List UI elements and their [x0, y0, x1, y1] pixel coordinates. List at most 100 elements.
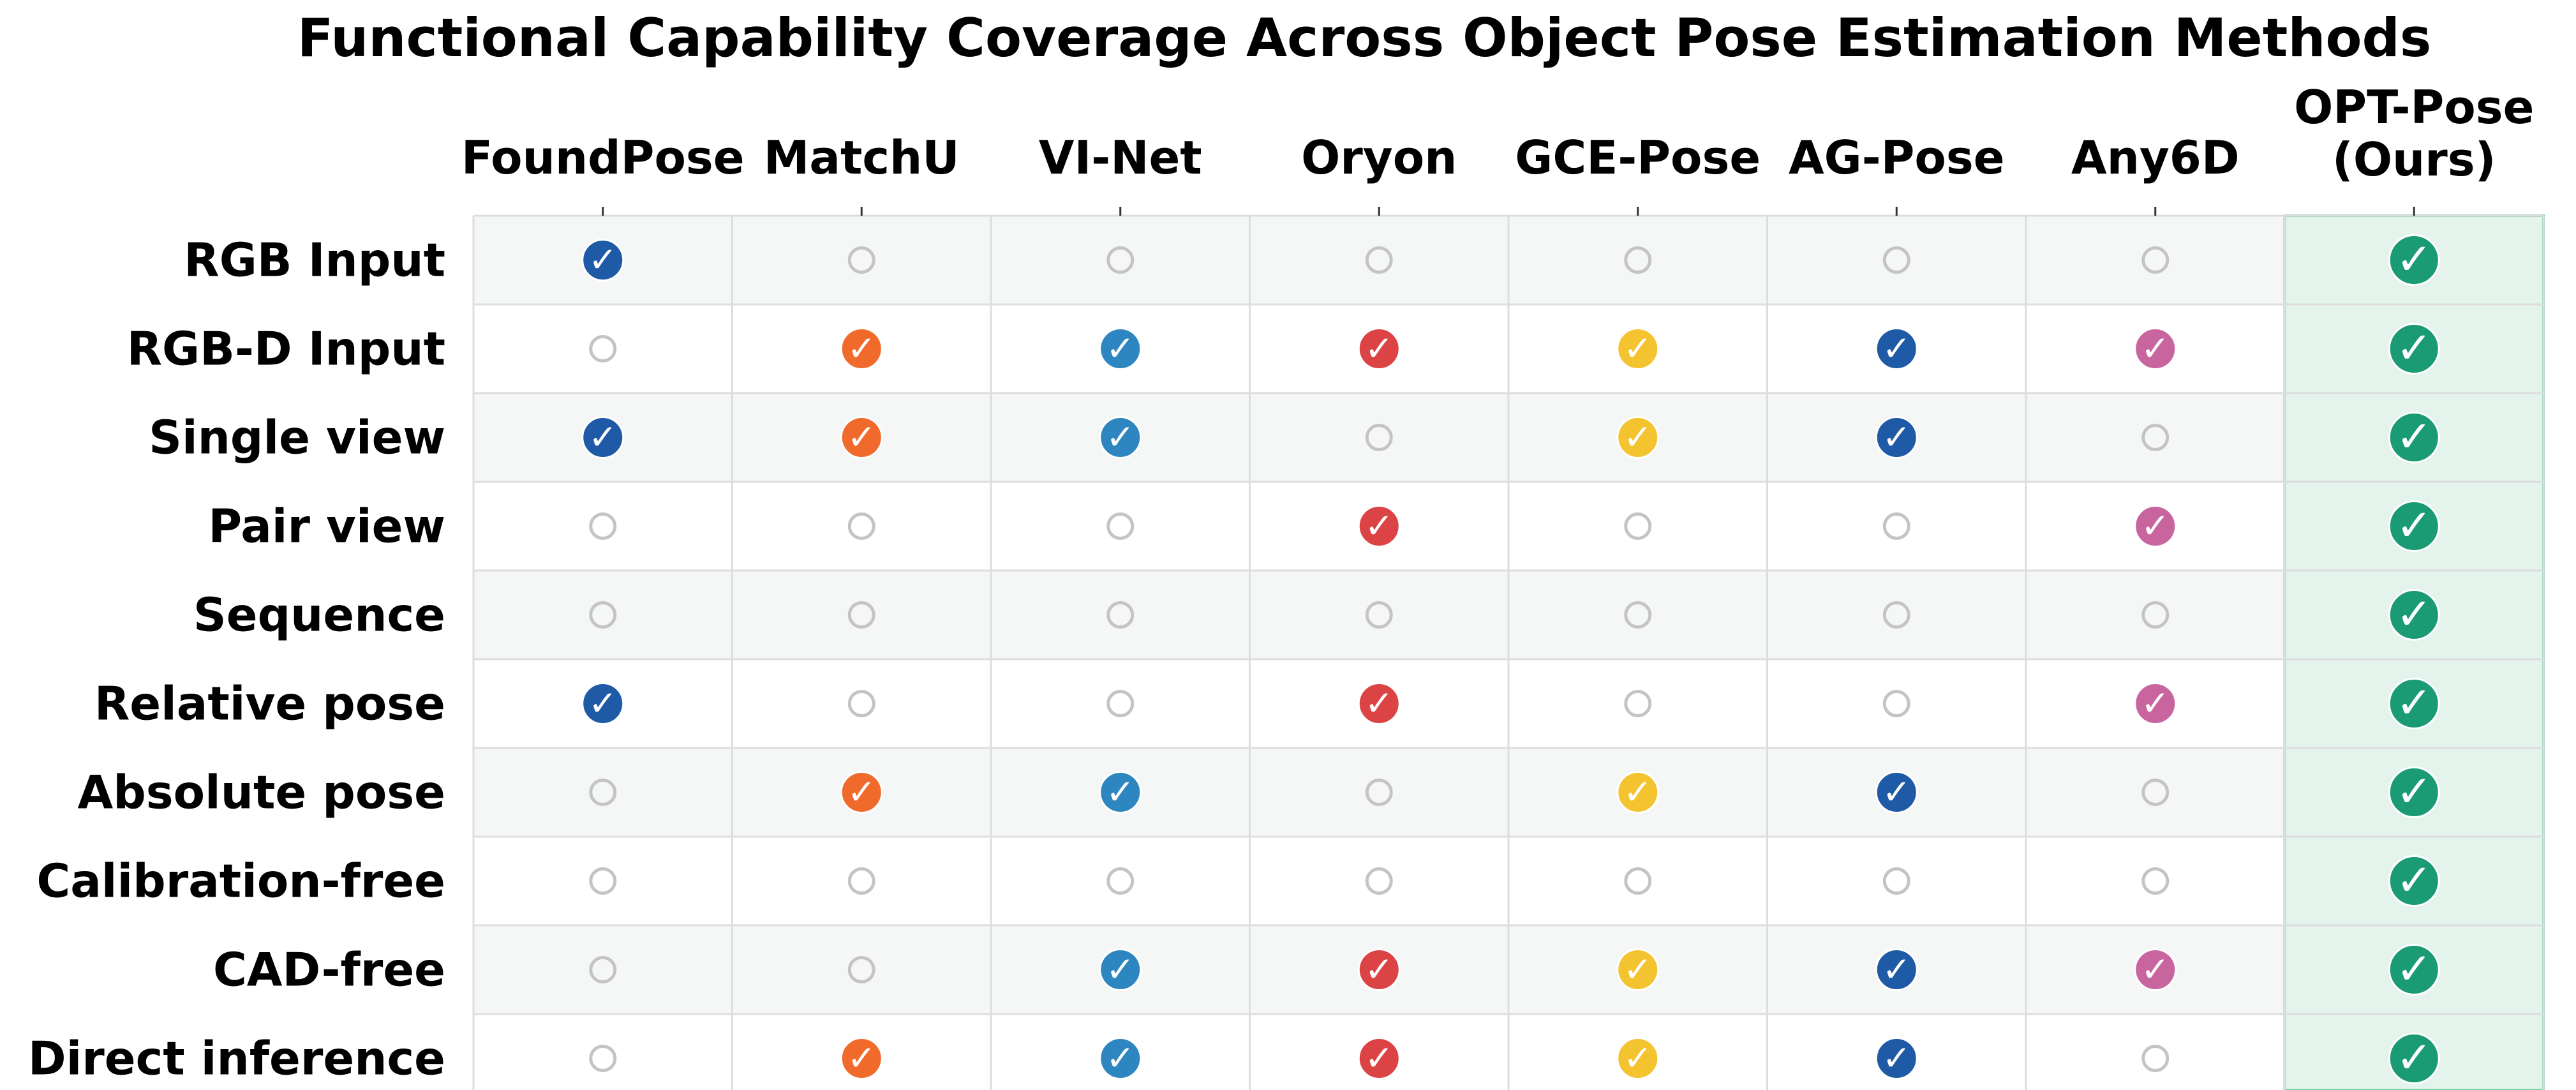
empty-marker [1882, 690, 1910, 717]
empty-marker [847, 690, 875, 717]
chart-title: Functional Capability Coverage Across Ob… [297, 7, 2432, 69]
check-icon: ✓ [1623, 1038, 1652, 1079]
column-header: MatchU [764, 131, 960, 184]
check-marker [1616, 327, 1660, 370]
empty-marker [1624, 601, 1652, 629]
empty-marker [1106, 867, 1135, 895]
check-marker [840, 327, 883, 370]
empty-marker [1106, 601, 1135, 629]
check-marker [2134, 682, 2177, 725]
check-marker [1875, 948, 1918, 991]
empty-marker [589, 335, 617, 362]
empty-marker [1624, 246, 1652, 274]
check-marker [840, 416, 883, 459]
check-marker [1357, 948, 1401, 991]
check-icon: ✓ [1106, 950, 1135, 990]
check-icon: ✓ [847, 772, 876, 812]
empty-marker [847, 867, 875, 895]
check-marker [2388, 678, 2440, 729]
check-marker [1357, 1037, 1401, 1080]
check-marker [581, 239, 625, 281]
check-icon: ✓ [1106, 1038, 1135, 1079]
check-marker [1875, 771, 1918, 814]
column-header: GCE-Pose [1515, 131, 1761, 184]
row-label: Absolute pose [77, 766, 445, 819]
empty-marker [1106, 512, 1135, 540]
check-icon: ✓ [588, 240, 617, 280]
check-marker [2388, 855, 2440, 907]
column-header: VI-Net [1039, 131, 1202, 184]
column-header: Any6D [2071, 131, 2240, 184]
empty-marker [589, 779, 617, 806]
empty-marker [1365, 424, 1393, 451]
column-header: FoundPose [461, 131, 745, 184]
empty-marker [1365, 779, 1393, 806]
check-marker [1616, 771, 1660, 814]
empty-marker [1106, 246, 1135, 274]
check-icon: ✓ [2141, 683, 2170, 724]
check-marker [581, 682, 625, 725]
check-marker [1357, 327, 1401, 370]
check-icon: ✓ [2396, 501, 2432, 551]
check-icon: ✓ [1623, 950, 1652, 990]
check-marker [2134, 948, 2177, 991]
check-marker [2388, 412, 2440, 463]
check-icon: ✓ [588, 417, 617, 458]
check-marker [1357, 505, 1401, 548]
check-icon: ✓ [1106, 772, 1135, 812]
check-icon: ✓ [2396, 412, 2432, 463]
row-label: CAD-free [213, 943, 445, 997]
check-marker [1875, 1037, 1918, 1080]
empty-marker [2141, 867, 2170, 895]
check-icon: ✓ [1623, 772, 1652, 812]
empty-marker [1624, 867, 1652, 895]
check-marker [1099, 327, 1142, 370]
check-marker [1099, 771, 1142, 814]
check-icon: ✓ [2396, 856, 2432, 906]
check-icon: ✓ [1882, 772, 1911, 812]
check-icon: ✓ [2396, 944, 2432, 995]
check-icon: ✓ [2141, 950, 2170, 990]
check-marker [1616, 416, 1660, 459]
check-marker [1875, 327, 1918, 370]
empty-marker [1882, 601, 1910, 629]
row-label: Direct inference [28, 1032, 445, 1086]
empty-marker [2141, 1045, 2170, 1072]
empty-marker [847, 512, 875, 540]
row-label: Pair view [208, 500, 445, 553]
check-marker [1875, 416, 1918, 459]
check-icon: ✓ [2396, 767, 2432, 818]
check-icon: ✓ [1365, 950, 1394, 990]
check-icon: ✓ [1106, 417, 1135, 458]
check-marker [1357, 682, 1401, 725]
column-headers: FoundPose MatchU VI-Net Oryon GCE-Pose AG-Pos… [461, 80, 2535, 186]
check-marker [2388, 234, 2440, 286]
check-icon: ✓ [1623, 329, 1652, 369]
check-icon: ✓ [847, 417, 876, 458]
check-marker [2388, 1033, 2440, 1084]
check-icon: ✓ [588, 683, 617, 724]
check-icon: ✓ [847, 1038, 876, 1079]
empty-marker [2141, 779, 2170, 806]
empty-marker [1365, 246, 1393, 274]
check-marker [2388, 323, 2440, 375]
check-icon: ✓ [2141, 329, 2170, 369]
empty-marker [847, 956, 875, 983]
empty-marker [589, 601, 617, 629]
check-icon: ✓ [1365, 329, 1394, 369]
column-header: OPT-Pose (Ours) [2294, 80, 2534, 186]
empty-marker [589, 867, 617, 895]
check-icon: ✓ [1365, 506, 1394, 546]
check-marker [581, 416, 625, 459]
empty-marker [1624, 690, 1652, 717]
empty-marker [847, 601, 875, 629]
empty-marker [589, 1045, 617, 1072]
empty-marker [1882, 512, 1910, 540]
check-marker [1099, 416, 1142, 459]
column-header: AG-Pose [1789, 131, 2005, 184]
check-marker [1616, 948, 1660, 991]
check-icon: ✓ [2396, 590, 2432, 640]
empty-marker [2141, 601, 2170, 629]
empty-marker [589, 512, 617, 540]
check-marker [2134, 505, 2177, 548]
